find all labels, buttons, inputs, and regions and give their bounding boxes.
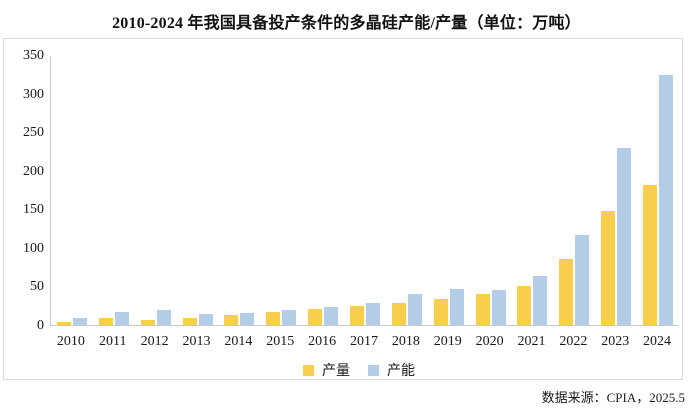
bar-production-2014 bbox=[224, 314, 239, 325]
bar-capacity-2010 bbox=[72, 318, 87, 325]
bar-group-2020 bbox=[470, 56, 512, 325]
bar-capacity-2012 bbox=[156, 309, 171, 325]
x-axis-label-2021: 2021 bbox=[517, 334, 546, 349]
x-axis-label-2010: 2010 bbox=[56, 334, 85, 349]
chart-title: 2010-2024 年我国具备投产条件的多晶硅产能/产量（单位：万吨） bbox=[112, 15, 581, 32]
x-axis-label-2017: 2017 bbox=[349, 334, 378, 349]
bar-capacity-2013 bbox=[198, 313, 213, 325]
bar-group-2012 bbox=[135, 56, 177, 325]
x-axis-label-2014: 2014 bbox=[224, 334, 253, 349]
bar-production-2024 bbox=[643, 184, 658, 325]
bar-production-2010 bbox=[56, 321, 71, 325]
y-axis-tick-300: 300 bbox=[23, 86, 44, 102]
bar-capacity-2015 bbox=[282, 309, 297, 325]
x-axis-label-2012: 2012 bbox=[140, 334, 169, 349]
x-axis-label-2016: 2016 bbox=[308, 334, 337, 349]
y-axis-tick-200: 200 bbox=[23, 163, 44, 179]
bar-group-2013 bbox=[177, 56, 219, 325]
x-axis-label-2019: 2019 bbox=[433, 334, 462, 349]
bar-group-2016 bbox=[302, 56, 344, 325]
x-axis-label-2015: 2015 bbox=[266, 334, 295, 349]
bar-production-2012 bbox=[140, 319, 155, 325]
bar-capacity-2023 bbox=[617, 147, 632, 325]
y-axis-tick-50: 50 bbox=[30, 279, 44, 295]
bar-production-2017 bbox=[349, 305, 364, 325]
data-source-note: 数据来源：CPIA，2025.5 bbox=[541, 390, 685, 405]
x-axis-label-2022: 2022 bbox=[559, 334, 588, 349]
bar-production-2019 bbox=[433, 298, 448, 325]
legend-production-label: 产量 bbox=[322, 364, 350, 379]
bar-group-2011 bbox=[93, 56, 135, 325]
bar-group-2019 bbox=[428, 56, 470, 325]
y-axis-tick-0: 0 bbox=[37, 318, 44, 333]
bar-group-2017 bbox=[344, 56, 386, 325]
bar-production-2021 bbox=[517, 285, 532, 325]
bar-production-2022 bbox=[559, 259, 574, 325]
bar-capacity-2020 bbox=[491, 289, 506, 325]
bar-capacity-2018 bbox=[407, 294, 422, 325]
y-axis-tick-150: 150 bbox=[23, 202, 44, 218]
y-axis-tick-250: 250 bbox=[23, 125, 44, 141]
bar-group-2015 bbox=[260, 56, 302, 325]
bar-capacity-2011 bbox=[114, 311, 129, 325]
bar-capacity-2022 bbox=[575, 234, 590, 325]
bar-capacity-2019 bbox=[449, 288, 464, 325]
bar-group-2021 bbox=[512, 56, 554, 325]
legend-capacity-swatch bbox=[368, 364, 379, 376]
y-axis-tick-100: 100 bbox=[23, 240, 44, 256]
y-axis-tick-350: 350 bbox=[23, 48, 44, 63]
x-axis-label-2024: 2024 bbox=[643, 334, 672, 349]
bar-capacity-2016 bbox=[324, 307, 339, 325]
chart-frame: 0 50 100 150 200 250 300 350 2010 2011 2012 2013 20… bbox=[3, 38, 683, 380]
bar-group-2018 bbox=[386, 56, 428, 325]
bar-group-2024 bbox=[637, 56, 679, 325]
x-axis-label-2013: 2013 bbox=[182, 334, 211, 349]
bar-production-2020 bbox=[475, 294, 490, 325]
bar-capacity-2017 bbox=[365, 303, 380, 325]
bar-production-2013 bbox=[182, 318, 197, 325]
bar-production-2018 bbox=[391, 302, 406, 325]
bar-group-2010 bbox=[51, 56, 93, 325]
bar-production-2016 bbox=[308, 308, 323, 325]
legend: 产量 产能 bbox=[50, 361, 678, 379]
legend-capacity-label: 产能 bbox=[387, 364, 415, 379]
bar-capacity-2024 bbox=[659, 75, 674, 325]
bar-production-2023 bbox=[601, 210, 616, 325]
x-axis-label-2023: 2023 bbox=[601, 334, 630, 349]
x-axis-label-2011: 2011 bbox=[99, 334, 127, 349]
plot-area bbox=[50, 56, 678, 326]
x-axis-label-2020: 2020 bbox=[475, 334, 504, 349]
bar-production-2011 bbox=[98, 318, 113, 325]
bar-group-2022 bbox=[553, 56, 595, 325]
legend-production-swatch bbox=[303, 364, 314, 376]
x-axis-label-2018: 2018 bbox=[391, 334, 420, 349]
bar-group-2023 bbox=[595, 56, 637, 325]
bar-group-2014 bbox=[218, 56, 260, 325]
bar-production-2015 bbox=[266, 311, 281, 325]
bar-capacity-2021 bbox=[533, 276, 548, 325]
bar-capacity-2014 bbox=[240, 312, 255, 325]
